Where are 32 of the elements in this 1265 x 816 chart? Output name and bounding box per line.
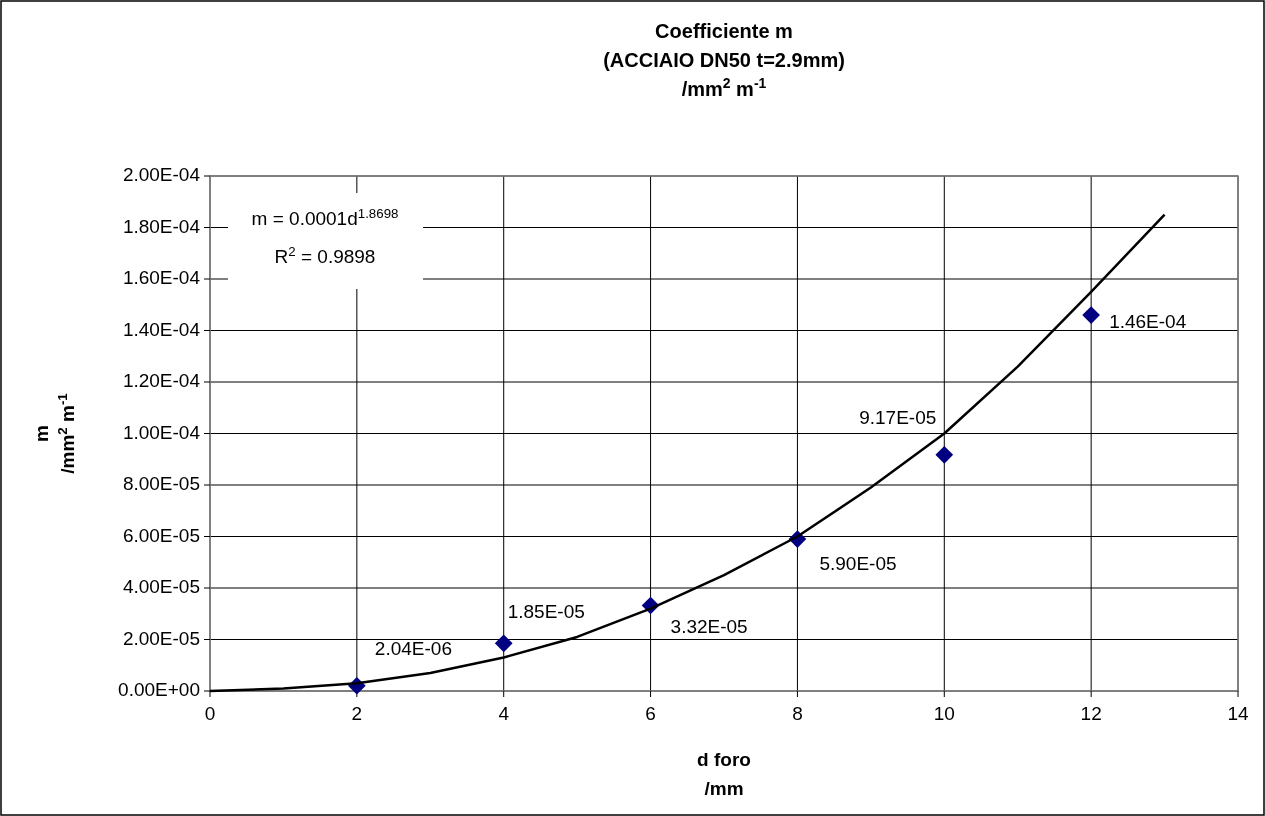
annotation: R$^{2}$ = 0.9898 xyxy=(274,243,376,267)
x-tick-label: 10 xyxy=(933,703,955,724)
y-tick-label: 8.00E-05 xyxy=(122,473,200,495)
x-tick-label: 2 xyxy=(351,703,363,724)
y-tick-label: 6.00E-05 xyxy=(122,524,200,546)
y-tick-label: 1.60E-04 xyxy=(122,267,201,289)
y-tick-label: 4.00E-05 xyxy=(122,576,200,598)
point xyxy=(1082,306,1100,324)
x-tick-label: 12 xyxy=(1080,703,1102,724)
y-tick-label: 1.40E-04 xyxy=(122,318,201,340)
x-tick-label: 0 xyxy=(204,703,216,724)
y-tick-label: 2.00E-04 xyxy=(122,164,201,186)
data-label: 3.32E-05 xyxy=(670,615,748,637)
x-tick-label: 14 xyxy=(1227,703,1249,724)
data-label: 5.90E-05 xyxy=(819,553,897,575)
chart-title: Coefficiente m (ACCIAIO DN50 t=2.9mm) /mm$^{2}$ m$^{-1}$ xyxy=(603,20,845,100)
annotation: m = 0.0001d$^{1.8698}$ xyxy=(251,205,399,229)
x-tick-label: 4 xyxy=(498,703,510,724)
x-tick-label: 6 xyxy=(645,703,656,724)
y-tick-label: 0.00E+00 xyxy=(118,679,200,701)
y-tick-label: 1.80E-04 xyxy=(122,215,201,237)
data-label: 1.85E-05 xyxy=(507,601,585,623)
data-label: 2.04E-06 xyxy=(374,637,452,659)
x-axis-title: d foro /mm xyxy=(697,749,751,799)
y-tick-label: 1.00E-04 xyxy=(122,421,201,443)
y-tick-label: 1.20E-04 xyxy=(122,370,201,392)
data-label: 1.46E-04 xyxy=(1109,311,1187,333)
point xyxy=(935,446,954,464)
y-tick-label: 2.00E-05 xyxy=(122,627,200,649)
x-tick-label: 8 xyxy=(792,703,803,724)
point xyxy=(494,634,513,653)
data-label: 9.17E-05 xyxy=(859,406,937,428)
